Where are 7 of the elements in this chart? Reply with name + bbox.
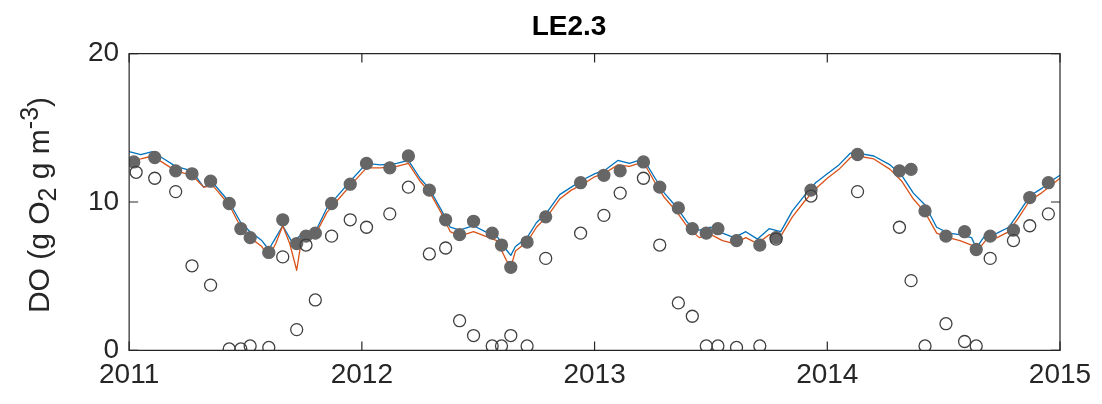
y-tick-label: 20 [87, 36, 120, 68]
chart-title: LE2.3 [531, 9, 607, 41]
x-tick-label: 2015 [1028, 357, 1092, 389]
x-tick-label: 2014 [796, 357, 859, 389]
x-tick-label: 2013 [563, 357, 626, 389]
y-tick-label: 10 [87, 184, 120, 216]
x-tick-label: 2012 [330, 357, 394, 389]
